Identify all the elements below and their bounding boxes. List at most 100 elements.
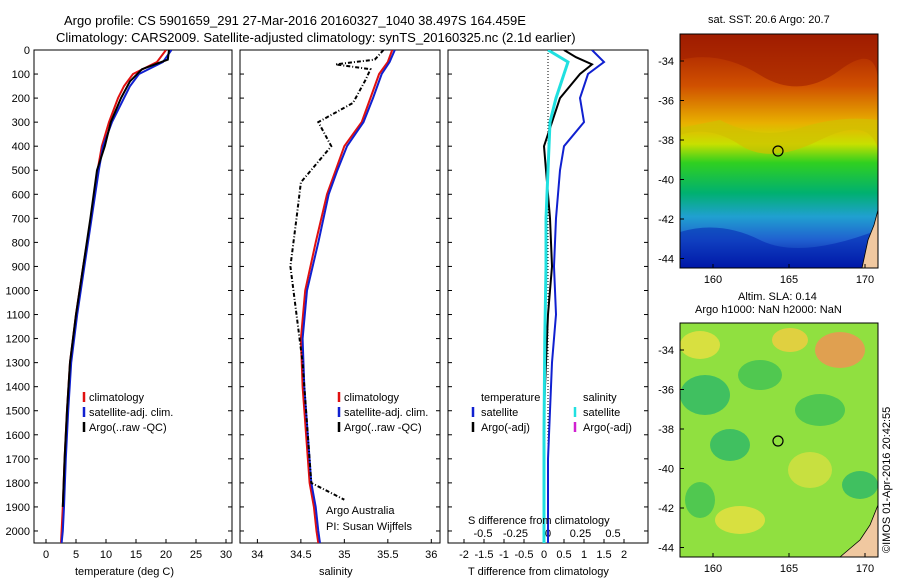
x-tick-label: 25 xyxy=(190,549,202,561)
diff-top-label: S difference from climatology xyxy=(468,515,610,527)
series-line xyxy=(542,50,570,543)
diff-xlabel: T difference from climatology xyxy=(468,566,609,578)
y-tick-label: 900 xyxy=(12,261,30,273)
map-lon-label: 165 xyxy=(780,274,798,286)
series-line xyxy=(289,50,385,501)
y-tick-label: 1300 xyxy=(6,358,30,370)
map-lat-label: -40 xyxy=(658,464,674,476)
x-tick-label: 0 xyxy=(43,549,49,561)
x-tick-label: 34 xyxy=(251,549,263,561)
x-tick-label: 0.5 xyxy=(556,549,571,561)
map-lat-label: -44 xyxy=(658,254,674,266)
sst-title: sat. SST: 20.6 Argo: 20.7 xyxy=(708,14,830,26)
y-tick-label: 1200 xyxy=(6,334,30,346)
map-lon-label: 160 xyxy=(704,274,722,286)
map-lat-label: -42 xyxy=(658,503,674,515)
sla-map-frame xyxy=(679,322,879,558)
y-tick-label: 300 xyxy=(12,117,30,129)
x-tick-label: 30 xyxy=(220,549,232,561)
sal-panel-frame xyxy=(239,49,441,544)
x-tick-label: 36 xyxy=(425,549,437,561)
y-tick-label: 1400 xyxy=(6,382,30,394)
x-tick-label: 2 xyxy=(621,549,627,561)
x-tick-label: -0.5 xyxy=(515,549,534,561)
y-tick-label: 2000 xyxy=(6,526,30,538)
x-tick-label: 1.5 xyxy=(596,549,611,561)
legend-label-satellite: satellite-adj. clim. xyxy=(89,407,173,419)
top-x-tick-label: -0.25 xyxy=(503,528,528,540)
sst-map-frame xyxy=(679,33,879,269)
map-lon-label: 165 xyxy=(780,563,798,575)
x-tick-label: -1 xyxy=(499,549,509,561)
map-lat-label: -40 xyxy=(658,175,674,187)
x-tick-label: 5 xyxy=(73,549,79,561)
x-tick-label: 15 xyxy=(130,549,142,561)
y-tick-label: 600 xyxy=(12,189,30,201)
x-tick-label: 35.5 xyxy=(377,549,398,561)
header-line-1: Argo profile: CS 5901659_291 27-Mar-2016… xyxy=(64,13,526,28)
sla-title-2: Argo h1000: NaN h2000: NaN xyxy=(695,304,842,316)
top-x-tick-label: 0.5 xyxy=(605,528,620,540)
x-tick-label: 0 xyxy=(541,549,547,561)
sla-argo-location xyxy=(772,435,784,447)
map-lat-label: -36 xyxy=(658,385,674,397)
sla-title-1: Altim. SLA: 0.14 xyxy=(738,291,817,303)
y-tick-label: 0 xyxy=(24,45,30,57)
y-tick-label: 1700 xyxy=(6,454,30,466)
y-tick-label: 200 xyxy=(12,93,30,105)
y-tick-label: 100 xyxy=(12,69,30,81)
top-x-tick-label: 0.25 xyxy=(570,528,591,540)
y-tick-label: 700 xyxy=(12,213,30,225)
map-lat-label: -36 xyxy=(658,96,674,108)
legend-label-climatology: climatology xyxy=(89,392,145,404)
sla-map xyxy=(680,323,879,558)
map-lat-label: -34 xyxy=(658,345,674,357)
y-tick-label: 1600 xyxy=(6,430,30,442)
y-tick-label: 1800 xyxy=(6,478,30,490)
x-tick-label: 1 xyxy=(581,549,587,561)
map-lat-label: -42 xyxy=(658,214,674,226)
legend-label-satellite: satellite-adj. clim. xyxy=(344,407,428,419)
y-tick-label: 1000 xyxy=(6,285,30,297)
y-tick-label: 1100 xyxy=(6,310,30,322)
x-tick-label: 35 xyxy=(338,549,350,561)
series-line xyxy=(61,50,170,507)
map-lat-label: -38 xyxy=(658,135,674,147)
y-tick-label: 800 xyxy=(12,237,30,249)
y-tick-label: 500 xyxy=(12,165,30,177)
y-tick-label: 1900 xyxy=(6,502,30,514)
series-line xyxy=(547,50,606,543)
legend-label-s-satellite: satellite xyxy=(583,407,620,419)
sal-xlabel: salinity xyxy=(319,566,353,578)
y-tick-label: 400 xyxy=(12,141,30,153)
map-lon-label: 170 xyxy=(856,274,874,286)
legend-label-climatology: climatology xyxy=(344,392,400,404)
map-lat-label: -38 xyxy=(658,424,674,436)
y-tick-label: 1500 xyxy=(6,406,30,418)
top-x-tick-label: -0.5 xyxy=(474,528,493,540)
x-tick-label: 10 xyxy=(100,549,112,561)
legend-title-salinity: salinity xyxy=(583,392,617,404)
series-line xyxy=(301,50,396,543)
x-tick-label: -2 xyxy=(459,549,469,561)
sst-map xyxy=(680,34,879,269)
x-tick-label: -1.5 xyxy=(475,549,494,561)
legend-label-argo: Argo(..raw -QC) xyxy=(344,422,422,434)
pi-note: PI: Susan Wijffels xyxy=(326,521,412,533)
legend-label-t-argo: Argo(-adj) xyxy=(481,422,530,434)
x-tick-label: 34.5 xyxy=(290,549,311,561)
map-lon-label: 160 xyxy=(704,563,722,575)
legend-label-t-satellite: satellite xyxy=(481,407,518,419)
map-lat-label: -44 xyxy=(658,543,674,555)
series-line xyxy=(60,50,167,543)
temp-xlabel: temperature (deg C) xyxy=(75,566,174,578)
argo-australia-note: Argo Australia xyxy=(326,505,395,517)
map-lon-label: 170 xyxy=(856,563,874,575)
sst-argo-location xyxy=(772,145,784,157)
map-lat-label: -34 xyxy=(658,56,674,68)
series-line xyxy=(299,50,394,543)
temp-panel-frame xyxy=(33,49,233,544)
legend-label-s-argo: Argo(-adj) xyxy=(583,422,632,434)
legend-label-argo: Argo(..raw -QC) xyxy=(89,422,167,434)
